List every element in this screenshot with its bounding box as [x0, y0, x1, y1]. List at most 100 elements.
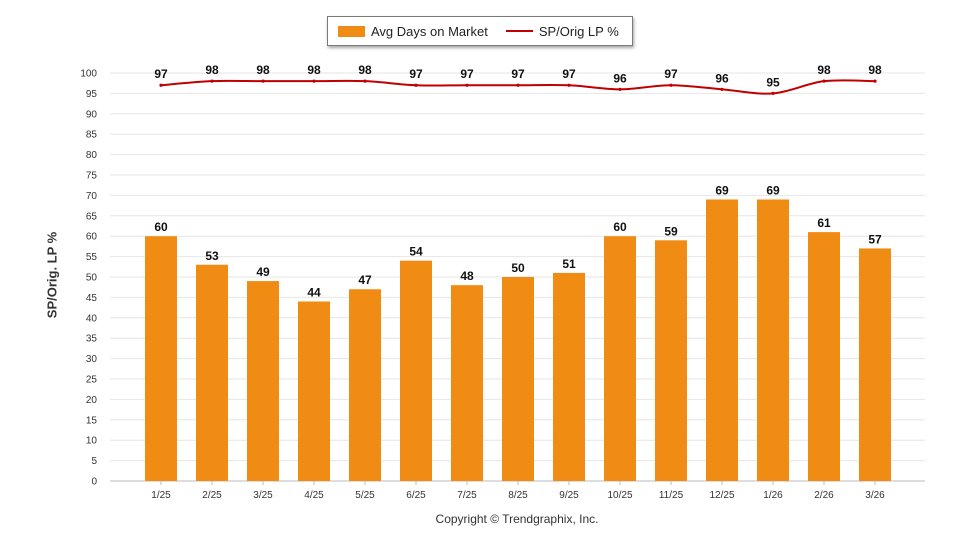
line-point — [261, 79, 265, 83]
copyright-text: Copyright © Trendgraphix, Inc. — [435, 512, 599, 526]
x-tick-label: 3/25 — [253, 490, 273, 501]
bar — [247, 281, 279, 481]
y-tick-label: 35 — [86, 334, 98, 345]
line-point — [465, 83, 469, 87]
line-point — [720, 87, 724, 91]
line-value-label: 97 — [664, 67, 678, 81]
y-tick-label: 75 — [86, 171, 98, 182]
bar — [400, 260, 432, 481]
y-tick-label: 65 — [86, 211, 98, 222]
line-point — [312, 79, 316, 83]
legend: Avg Days on Market SP/Orig LP % — [327, 16, 633, 46]
line-point — [414, 83, 418, 87]
bar — [196, 264, 228, 481]
y-tick-label: 60 — [86, 232, 98, 243]
bar-value-label: 57 — [868, 232, 882, 246]
bar — [451, 285, 483, 481]
bar-value-label: 69 — [766, 183, 780, 197]
line-point — [771, 91, 775, 95]
line-value-label: 98 — [868, 63, 882, 77]
y-tick-label: 85 — [86, 130, 98, 141]
line-value-label: 96 — [715, 71, 729, 85]
line-point — [873, 79, 877, 83]
bar — [145, 236, 177, 481]
x-tick-label: 11/25 — [659, 490, 684, 501]
y-tick-label: 80 — [86, 150, 98, 161]
bar-value-label: 61 — [817, 216, 831, 230]
bar-value-label: 51 — [562, 257, 576, 271]
y-tick-label: 5 — [91, 456, 97, 467]
y-tick-label: 25 — [86, 375, 98, 386]
bar — [553, 272, 585, 481]
line-point — [822, 79, 826, 83]
line-point — [210, 79, 214, 83]
x-tick-label: 3/26 — [865, 490, 885, 501]
bar-value-label: 69 — [715, 183, 729, 197]
line-value-label: 98 — [358, 63, 372, 77]
bar-value-label: 60 — [154, 220, 168, 234]
legend-line-swatch — [505, 30, 533, 32]
y-tick-label: 100 — [80, 69, 97, 80]
line-value-label: 96 — [613, 71, 627, 85]
line-value-label: 97 — [460, 67, 474, 81]
legend-bar-label: Avg Days on Market — [371, 23, 488, 39]
x-tick-label: 10/25 — [607, 490, 632, 501]
y-tick-label: 20 — [86, 395, 98, 406]
line-point — [516, 83, 520, 87]
x-tick-label: 5/25 — [355, 490, 375, 501]
line-value-label: 97 — [409, 67, 423, 81]
legend-item-bar: Avg Days on Market — [328, 24, 488, 39]
x-tick-label: 7/25 — [457, 490, 477, 501]
y-tick-label: 15 — [86, 415, 98, 426]
line-point — [363, 79, 367, 83]
line-value-label: 97 — [562, 67, 576, 81]
x-tick-label: 12/25 — [709, 490, 734, 501]
y-tick-label: 50 — [86, 273, 98, 284]
y-tick-label: 55 — [86, 252, 98, 263]
y-tick-label: 0 — [91, 477, 97, 488]
x-tick-label: 8/25 — [508, 490, 528, 501]
bar — [298, 301, 330, 481]
bar-value-label: 50 — [511, 261, 525, 275]
y-tick-label: 45 — [86, 293, 98, 304]
line-point — [669, 83, 673, 87]
bar-value-label: 47 — [358, 273, 372, 287]
y-tick-label: 10 — [86, 436, 98, 447]
bar-value-label: 48 — [460, 269, 474, 283]
x-tick-label: 2/26 — [814, 490, 834, 501]
legend-bar-swatch — [338, 25, 365, 37]
y-tick-label: 40 — [86, 313, 98, 324]
line-value-label: 98 — [256, 63, 270, 77]
bar-value-label: 44 — [307, 285, 321, 299]
line-value-label: 98 — [307, 63, 321, 77]
line-value-label: 95 — [766, 75, 780, 89]
bar-value-label: 59 — [664, 224, 678, 238]
x-tick-label: 9/25 — [559, 490, 579, 501]
bar — [349, 289, 381, 481]
bar — [808, 232, 840, 481]
x-tick-label: 1/26 — [763, 490, 783, 501]
line-value-label: 98 — [817, 63, 831, 77]
x-tick-label: 6/25 — [406, 490, 426, 501]
line-point — [567, 83, 571, 87]
y-tick-label: 70 — [86, 191, 98, 202]
line-value-label: 97 — [154, 67, 168, 81]
bar-value-label: 53 — [205, 249, 219, 263]
y-axis-title: SP/Orig. LP % — [44, 231, 60, 319]
bar-value-label: 54 — [409, 245, 423, 259]
bar — [706, 199, 738, 482]
y-tick-label: 95 — [86, 89, 98, 100]
bar-value-label: 49 — [256, 265, 270, 279]
bar — [757, 199, 789, 482]
legend-line-label: SP/Orig LP % — [538, 23, 619, 39]
line-value-label: 97 — [511, 67, 525, 81]
y-tick-label: 90 — [86, 109, 98, 120]
bar-value-label: 60 — [613, 220, 627, 234]
bar — [859, 248, 891, 481]
y-tick-label: 30 — [86, 354, 98, 365]
line-point — [618, 87, 622, 91]
bar — [655, 240, 687, 481]
x-tick-label: 2/25 — [202, 490, 222, 501]
